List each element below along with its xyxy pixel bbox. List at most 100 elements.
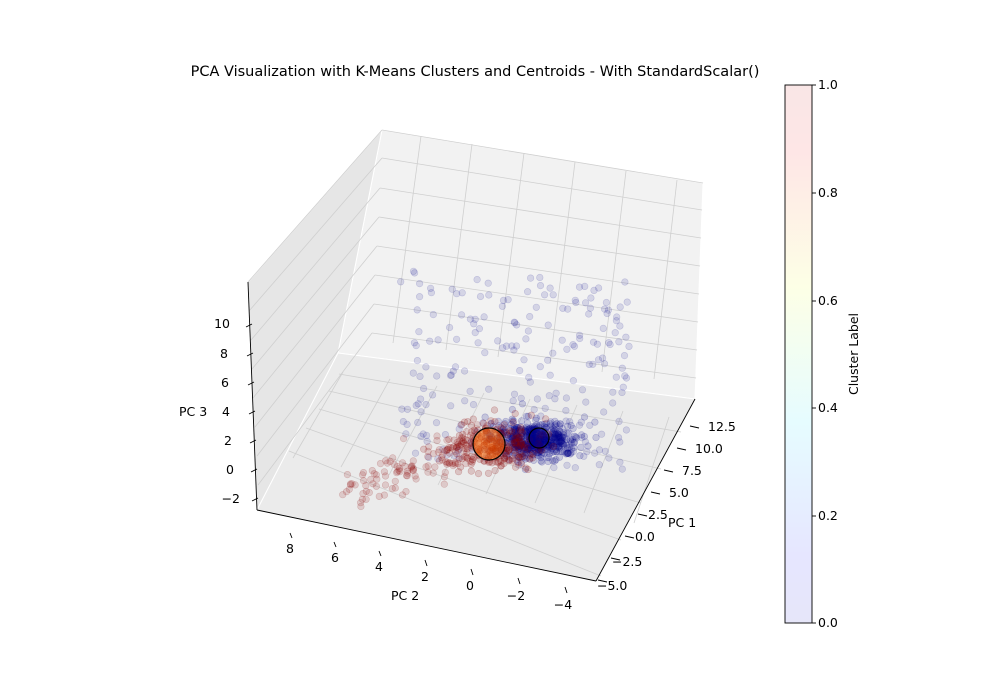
data-point xyxy=(463,427,471,436)
x-tick-label: 0.0 xyxy=(635,529,655,544)
data-point xyxy=(473,421,481,429)
data-point xyxy=(487,417,495,425)
data-point xyxy=(615,417,623,426)
data-point xyxy=(529,451,537,459)
grid-line xyxy=(288,450,602,577)
data-point xyxy=(552,437,560,445)
data-point xyxy=(510,447,519,455)
colorbar: 0.0 0.2 0.4 0.6 0.8 1.0 Cluster Label xyxy=(784,77,861,630)
data-point xyxy=(541,415,550,423)
data-point xyxy=(546,443,554,451)
data-point xyxy=(547,442,555,450)
axis-tick-mark xyxy=(248,410,256,415)
data-point xyxy=(445,459,453,467)
data-point xyxy=(564,305,572,313)
data-point xyxy=(454,440,462,448)
data-point xyxy=(612,317,621,325)
data-point xyxy=(544,457,552,466)
data-point xyxy=(443,447,451,455)
data-point xyxy=(518,441,526,449)
data-point xyxy=(548,448,556,456)
data-point xyxy=(484,469,493,477)
data-point xyxy=(429,469,437,477)
data-point xyxy=(358,495,367,503)
data-point xyxy=(443,446,451,454)
data-point xyxy=(491,467,499,475)
data-point xyxy=(512,436,520,444)
data-point xyxy=(409,466,418,475)
data-point xyxy=(497,462,505,470)
data-point xyxy=(551,426,559,435)
data-point xyxy=(521,426,529,434)
data-point xyxy=(447,443,455,452)
data-point xyxy=(545,450,554,458)
data-point xyxy=(451,460,459,468)
data-point xyxy=(519,448,528,456)
data-point xyxy=(513,431,521,439)
data-point xyxy=(556,420,564,428)
z-tick-label: 10 xyxy=(214,316,230,331)
data-point xyxy=(449,459,457,468)
data-point xyxy=(512,438,520,446)
data-point xyxy=(517,460,526,468)
data-point xyxy=(513,432,521,440)
data-point xyxy=(516,431,525,439)
data-point xyxy=(577,418,585,426)
data-point xyxy=(522,428,530,436)
data-point xyxy=(510,423,518,431)
data-point xyxy=(441,468,449,477)
data-point xyxy=(468,452,476,460)
data-point xyxy=(537,450,546,458)
grid-line xyxy=(371,332,697,379)
data-point xyxy=(537,412,545,420)
data-point xyxy=(563,449,571,458)
data-point xyxy=(523,426,531,434)
data-point xyxy=(557,448,565,456)
data-point xyxy=(447,371,455,379)
axis-tick-mark xyxy=(689,425,700,429)
axis-tick-mark xyxy=(517,577,521,585)
y-tick-label: −4 xyxy=(554,597,572,612)
data-point xyxy=(557,436,566,445)
data-point xyxy=(469,456,477,464)
data-point xyxy=(422,463,430,471)
data-point xyxy=(416,372,424,381)
data-point xyxy=(576,452,584,460)
data-point xyxy=(555,441,564,449)
data-point xyxy=(513,458,522,466)
data-point xyxy=(345,485,353,493)
data-point xyxy=(530,456,538,464)
data-point xyxy=(451,363,460,371)
data-point xyxy=(499,296,508,305)
data-point xyxy=(455,432,464,440)
data-point xyxy=(500,427,509,435)
y-tick-label: 8 xyxy=(286,541,294,556)
x-tick-label: −5.0 xyxy=(597,578,627,593)
data-point xyxy=(526,313,534,321)
data-point xyxy=(402,471,411,480)
data-point xyxy=(589,360,597,368)
data-point xyxy=(518,439,527,447)
data-point xyxy=(557,433,566,441)
data-point xyxy=(468,458,476,466)
axis-tick-mark xyxy=(246,352,254,357)
data-point xyxy=(507,421,515,429)
data-point xyxy=(548,440,556,448)
data-point xyxy=(615,338,623,346)
data-point xyxy=(525,425,533,433)
data-point xyxy=(443,436,451,444)
data-point xyxy=(514,444,523,452)
data-point xyxy=(506,425,515,433)
data-point xyxy=(511,425,519,433)
grid-line xyxy=(374,274,699,323)
data-point xyxy=(515,453,523,461)
data-point xyxy=(456,437,464,445)
data-point xyxy=(508,433,516,442)
data-point xyxy=(559,304,567,312)
data-point xyxy=(549,349,557,357)
data-point xyxy=(431,463,439,471)
data-point xyxy=(564,449,572,458)
data-point xyxy=(618,465,626,473)
data-point xyxy=(417,395,425,403)
data-point xyxy=(552,447,560,456)
